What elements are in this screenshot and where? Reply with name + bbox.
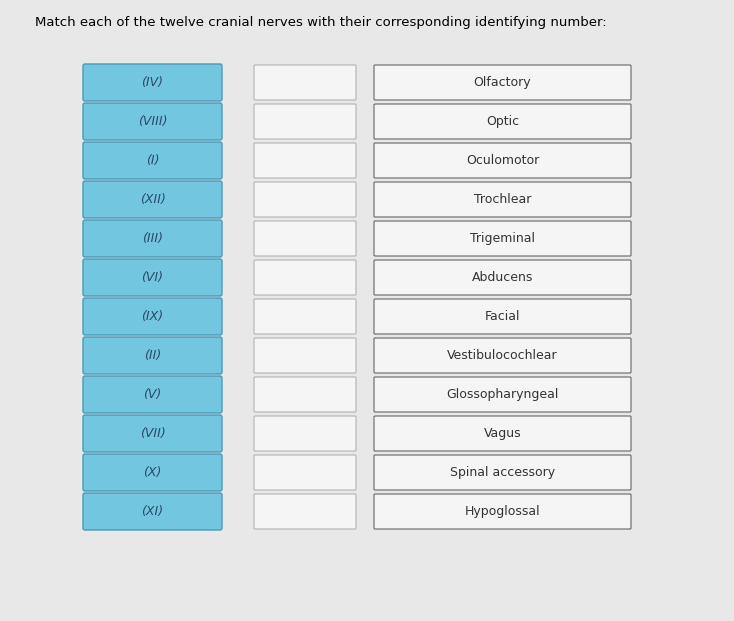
Text: Olfactory: Olfactory (473, 76, 531, 89)
Text: (I): (I) (146, 154, 159, 167)
Text: (IV): (IV) (142, 76, 164, 89)
FancyBboxPatch shape (254, 143, 356, 178)
FancyBboxPatch shape (83, 181, 222, 218)
Text: Trigeminal: Trigeminal (470, 232, 535, 245)
FancyBboxPatch shape (374, 338, 631, 373)
Text: (X): (X) (143, 466, 161, 479)
FancyBboxPatch shape (254, 104, 356, 139)
FancyBboxPatch shape (254, 494, 356, 529)
Text: Oculomotor: Oculomotor (466, 154, 539, 167)
FancyBboxPatch shape (83, 103, 222, 140)
Text: (IX): (IX) (142, 310, 164, 323)
Text: Vagus: Vagus (484, 427, 521, 440)
FancyBboxPatch shape (83, 298, 222, 335)
FancyBboxPatch shape (83, 64, 222, 101)
FancyBboxPatch shape (374, 416, 631, 451)
FancyBboxPatch shape (83, 415, 222, 452)
FancyBboxPatch shape (83, 220, 222, 257)
Text: Glossopharyngeal: Glossopharyngeal (446, 388, 559, 401)
Text: Trochlear: Trochlear (474, 193, 531, 206)
Text: Match each of the twelve cranial nerves with their corresponding identifying num: Match each of the twelve cranial nerves … (35, 16, 606, 29)
Text: (II): (II) (144, 349, 161, 362)
FancyBboxPatch shape (374, 182, 631, 217)
Text: (V): (V) (143, 388, 161, 401)
FancyBboxPatch shape (374, 104, 631, 139)
FancyBboxPatch shape (254, 65, 356, 100)
FancyBboxPatch shape (83, 493, 222, 530)
Text: (VII): (VII) (139, 427, 165, 440)
FancyBboxPatch shape (254, 377, 356, 412)
FancyBboxPatch shape (374, 65, 631, 100)
FancyBboxPatch shape (374, 299, 631, 334)
FancyBboxPatch shape (83, 259, 222, 296)
Text: (III): (III) (142, 232, 163, 245)
FancyBboxPatch shape (83, 454, 222, 491)
FancyBboxPatch shape (254, 260, 356, 295)
Text: (VIII): (VIII) (138, 115, 167, 128)
FancyBboxPatch shape (254, 338, 356, 373)
FancyBboxPatch shape (83, 337, 222, 374)
Text: Abducens: Abducens (472, 271, 533, 284)
FancyBboxPatch shape (374, 143, 631, 178)
FancyBboxPatch shape (254, 455, 356, 490)
FancyBboxPatch shape (254, 299, 356, 334)
Text: (XI): (XI) (142, 505, 164, 518)
FancyBboxPatch shape (254, 221, 356, 256)
FancyBboxPatch shape (374, 494, 631, 529)
Text: Facial: Facial (484, 310, 520, 323)
FancyBboxPatch shape (83, 142, 222, 179)
Text: Hypoglossal: Hypoglossal (465, 505, 540, 518)
FancyBboxPatch shape (374, 221, 631, 256)
FancyBboxPatch shape (374, 260, 631, 295)
Text: Vestibulocochlear: Vestibulocochlear (447, 349, 558, 362)
Text: Spinal accessory: Spinal accessory (450, 466, 555, 479)
Text: (XII): (XII) (139, 193, 165, 206)
FancyBboxPatch shape (254, 416, 356, 451)
FancyBboxPatch shape (374, 377, 631, 412)
Text: Optic: Optic (486, 115, 519, 128)
FancyBboxPatch shape (374, 455, 631, 490)
FancyBboxPatch shape (83, 376, 222, 413)
Text: (VI): (VI) (142, 271, 164, 284)
FancyBboxPatch shape (254, 182, 356, 217)
